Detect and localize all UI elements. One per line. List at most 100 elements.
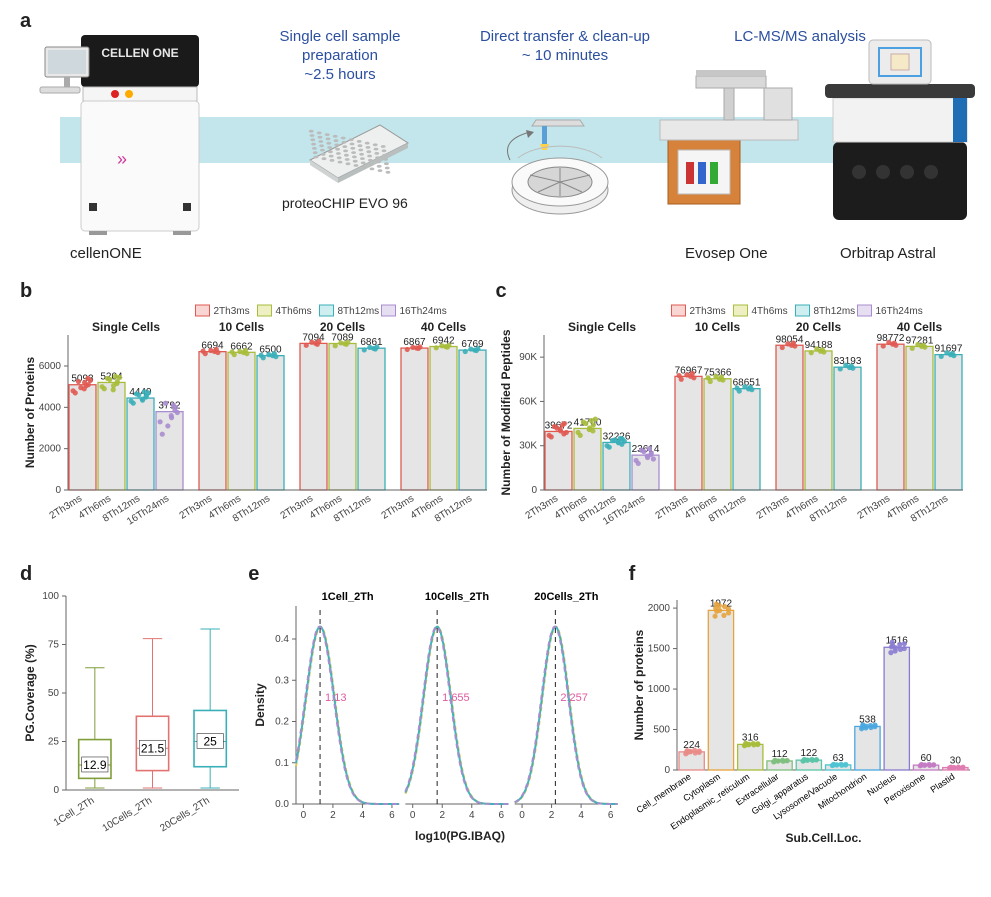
svg-text:»: »	[117, 149, 127, 169]
workflow-step-2-title: Direct transfer & clean-up	[450, 28, 680, 47]
svg-text:0.1: 0.1	[275, 758, 289, 769]
workflow-step-1-title: Single cell sample	[245, 28, 435, 47]
svg-text:20 Cells: 20 Cells	[795, 320, 841, 334]
workflow-step-1-title-2: preparation	[245, 47, 435, 66]
svg-text:500: 500	[653, 725, 670, 736]
svg-text:25: 25	[48, 737, 60, 748]
svg-text:Number of Modified Peptides: Number of Modified Peptides	[499, 329, 513, 495]
svg-text:Plastid: Plastid	[928, 771, 956, 794]
panel-c-chart: 2Th3ms 4Th6ms 8Th12ms 16Th24ms 0 30K 60K 90K Num…	[496, 303, 971, 548]
svg-text:8Th12ms: 8Th12ms	[813, 306, 855, 317]
svg-text:1500: 1500	[647, 644, 670, 655]
svg-text:0.3: 0.3	[275, 675, 289, 686]
panel-d-label: d	[20, 563, 32, 585]
svg-text:2Th3ms: 2Th3ms	[689, 306, 725, 317]
svg-text:4: 4	[360, 810, 366, 821]
svg-text:40 Cells: 40 Cells	[896, 320, 942, 334]
svg-text:16Th24ms: 16Th24ms	[400, 306, 447, 317]
svg-text:CELLEN ONE: CELLEN ONE	[101, 46, 178, 60]
svg-text:0.2: 0.2	[275, 717, 289, 728]
svg-text:6: 6	[499, 810, 505, 821]
svg-text:50: 50	[48, 688, 60, 699]
svg-text:0: 0	[531, 485, 537, 496]
svg-text:0: 0	[55, 485, 61, 496]
evosep-device-icon	[660, 70, 800, 220]
svg-text:0.4: 0.4	[275, 634, 289, 645]
svg-text:10 Cells: 10 Cells	[694, 320, 740, 334]
row-bc: b 2Th3ms4Th6ms8Th12ms16Th24ms02000400060…	[20, 280, 971, 553]
workflow-step-3: LC-MS/MS analysis	[720, 28, 880, 47]
svg-text:Single Cells: Single Cells	[567, 320, 635, 334]
svg-text:0: 0	[301, 810, 307, 821]
svg-text:1000: 1000	[647, 684, 670, 695]
panel-e-chart: 0.00.10.20.30.4Density02461Cell_2Th1.130…	[248, 586, 628, 846]
workflow-step-1-sub: ~2.5 hours	[245, 66, 435, 85]
svg-text:2Th3ms: 2Th3ms	[855, 493, 891, 521]
svg-text:10Cells_2Th: 10Cells_2Th	[425, 591, 489, 603]
svg-text:21.5: 21.5	[141, 741, 165, 755]
workflow-step-2: Direct transfer & clean-up ~ 10 minutes	[450, 28, 680, 66]
svg-text:30K: 30K	[519, 441, 537, 452]
svg-text:Number of Proteins: Number of Proteins	[23, 357, 37, 469]
panel-c-label: c	[496, 280, 507, 302]
panel-f-chart: 0500100015002000Number of proteins224Cel…	[629, 586, 974, 846]
svg-text:75: 75	[48, 640, 60, 651]
panel-b: b 2Th3ms4Th6ms8Th12ms16Th24ms02000400060…	[20, 280, 496, 553]
panel-f: f 0500100015002000Number of proteins224C…	[629, 563, 971, 851]
svg-text:20Cells_2Th: 20Cells_2Th	[534, 591, 598, 603]
svg-text:10Cells_2Th: 10Cells_2Th	[101, 795, 154, 834]
svg-text:2Th3ms: 2Th3ms	[48, 493, 84, 521]
svg-text:log10(PG.IBAQ): log10(PG.IBAQ)	[415, 829, 505, 843]
svg-text:20 Cells: 20 Cells	[320, 320, 366, 334]
svg-text:2000: 2000	[647, 603, 670, 614]
cellenone-caption: cellenONE	[70, 245, 142, 262]
proteochip-icon	[300, 115, 410, 185]
svg-text:0: 0	[53, 785, 59, 796]
svg-text:0: 0	[520, 810, 526, 821]
svg-text:100: 100	[42, 591, 59, 602]
svg-text:4: 4	[579, 810, 585, 821]
svg-text:4: 4	[469, 810, 475, 821]
orbitrap-astral-icon	[825, 40, 975, 230]
svg-text:0: 0	[664, 765, 670, 776]
svg-text:2Th3ms: 2Th3ms	[178, 493, 214, 521]
svg-text:2.257: 2.257	[561, 692, 589, 704]
svg-text:60K: 60K	[519, 396, 537, 407]
panel-d-chart: 0255075100PG.Coverage (%)12.91Cell_2Th21…	[20, 586, 245, 846]
row-def: d 0255075100PG.Coverage (%)12.91Cell_2Th…	[20, 563, 971, 851]
panel-b-chart: 2Th3ms4Th6ms8Th12ms16Th24ms0200040006000…	[20, 303, 495, 548]
svg-text:4Th6ms: 4Th6ms	[751, 306, 787, 317]
svg-text:2Th3ms: 2Th3ms	[380, 493, 416, 521]
svg-text:23614: 23614	[631, 444, 659, 455]
svg-text:10 Cells: 10 Cells	[219, 320, 265, 334]
svg-text:90K: 90K	[519, 352, 537, 363]
svg-text:Number of proteins: Number of proteins	[632, 629, 646, 740]
svg-text:1.655: 1.655	[442, 692, 470, 704]
svg-text:1Cell_2Th: 1Cell_2Th	[52, 795, 96, 828]
svg-text:1Cell_2Th: 1Cell_2Th	[322, 591, 374, 603]
svg-text:2Th3ms: 2Th3ms	[754, 493, 790, 521]
panel-d: d 0255075100PG.Coverage (%)12.91Cell_2Th…	[20, 563, 248, 851]
panel-e: e 0.00.10.20.30.4Density02461Cell_2Th1.1…	[248, 563, 628, 851]
svg-text:6: 6	[389, 810, 395, 821]
workflow-step-3-title: LC-MS/MS analysis	[720, 28, 880, 47]
figure: a CELLEN ONE »	[0, 0, 991, 871]
svg-text:6: 6	[608, 810, 614, 821]
svg-text:2Th3ms: 2Th3ms	[279, 493, 315, 521]
svg-text:2: 2	[330, 810, 336, 821]
evosep-caption: Evosep One	[685, 245, 768, 262]
svg-text:4Th6ms: 4Th6ms	[276, 306, 312, 317]
svg-text:2: 2	[440, 810, 446, 821]
panel-a-label: a	[20, 10, 31, 33]
svg-text:16Th24ms: 16Th24ms	[875, 306, 922, 317]
centrifuge-icon	[490, 120, 600, 210]
svg-text:6000: 6000	[39, 361, 62, 372]
panel-c: c 2Th3ms 4Th6ms 8Th12ms 16Th24ms 0 30K 60K 90K N…	[496, 280, 972, 553]
svg-text:12.9: 12.9	[83, 758, 107, 772]
svg-text:2Th3ms: 2Th3ms	[523, 493, 559, 521]
svg-text:20Cells_2Th: 20Cells_2Th	[158, 795, 211, 834]
svg-text:2: 2	[549, 810, 555, 821]
svg-text:Sub.Cell.Loc.: Sub.Cell.Loc.	[785, 831, 861, 845]
svg-text:25: 25	[203, 735, 217, 749]
panel-f-label: f	[629, 563, 636, 585]
